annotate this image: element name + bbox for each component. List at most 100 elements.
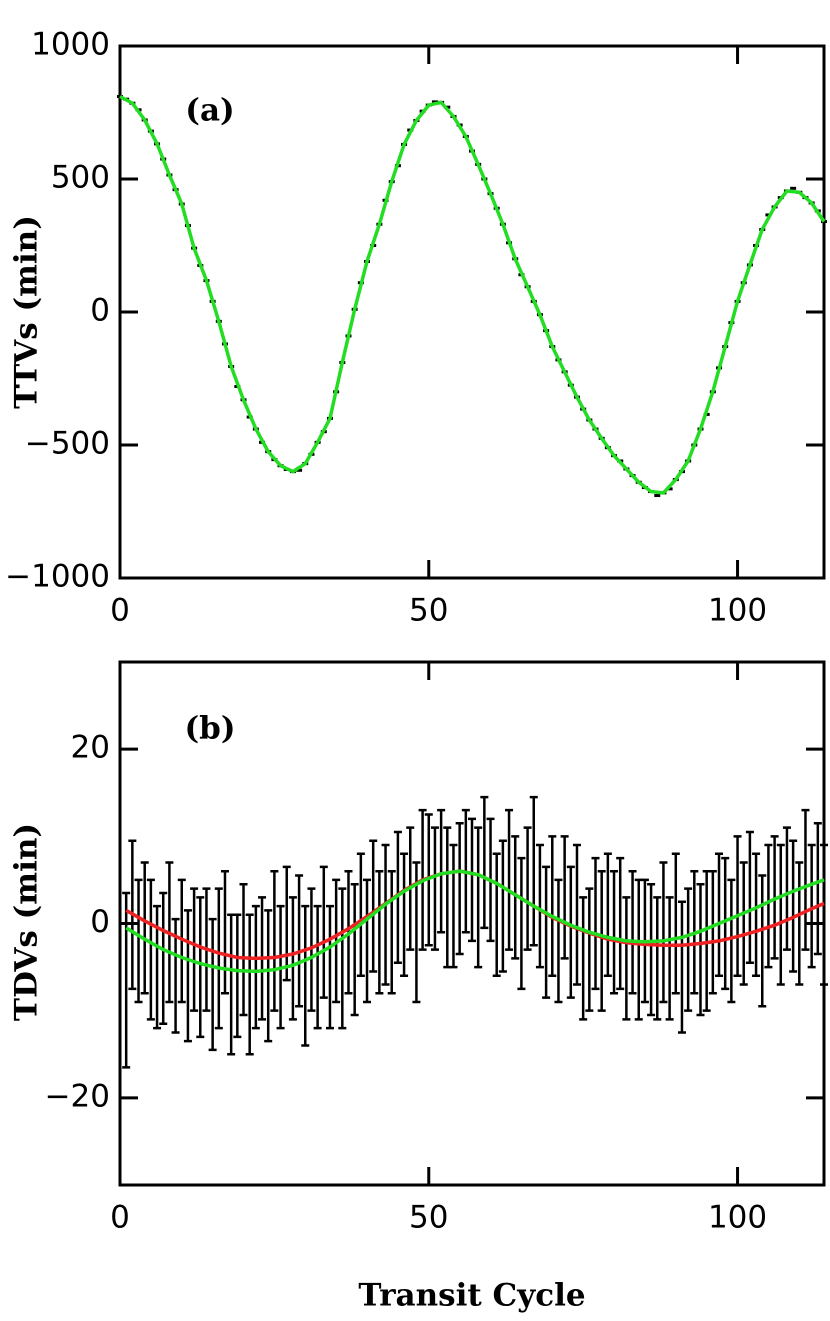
error-bar [554, 878, 563, 1004]
error-bar [449, 843, 458, 969]
error-bar [789, 839, 798, 973]
y-tick-label: −20 [45, 1078, 110, 1114]
error-bar [227, 913, 236, 1056]
error-bar [764, 843, 773, 969]
error-bar [313, 904, 322, 1030]
error-bar [820, 843, 828, 986]
error-bar [301, 904, 310, 1047]
error-bar [295, 874, 304, 1008]
error-bar [572, 843, 581, 986]
error-bar [190, 887, 199, 1012]
error-bar [498, 839, 507, 973]
error-bar [616, 856, 625, 991]
error-bar [270, 869, 279, 1012]
x-tick-label: 100 [708, 593, 767, 629]
error-bar [134, 878, 143, 1004]
error-bar [708, 869, 717, 995]
error-bar [381, 843, 390, 986]
x-tick-label: 50 [409, 593, 448, 629]
model-curve [119, 94, 826, 495]
error-bar [251, 904, 260, 1030]
error-bar [208, 917, 217, 1052]
y-tick-label: 20 [71, 730, 110, 766]
error-bar [183, 909, 192, 1043]
error-bar [239, 883, 248, 1017]
error-bar [801, 808, 810, 951]
error-bar [591, 856, 600, 991]
y-axis-label: TTVs (min) [9, 215, 45, 409]
error-bar [146, 878, 155, 1021]
error-bar [375, 869, 384, 995]
error-bar [579, 896, 588, 1021]
error-bar [634, 878, 643, 1021]
error-bar [387, 869, 396, 995]
x-tick-label: 0 [110, 1200, 130, 1236]
error-bar [122, 891, 131, 1069]
error-bar [159, 891, 168, 1025]
error-bar [739, 861, 748, 986]
error-bar [597, 869, 606, 1012]
error-bar [511, 835, 520, 960]
error-bar [807, 843, 816, 969]
error-bar [727, 878, 736, 1004]
error-bar [653, 896, 662, 1021]
error-bar [647, 883, 656, 1017]
error-bar [566, 865, 575, 999]
error-bar [430, 826, 439, 951]
error-bar [610, 869, 619, 995]
y-tick-label: 0 [90, 293, 110, 329]
panel-label: (a) [185, 93, 234, 129]
error-bar [529, 795, 538, 947]
error-bar [480, 795, 489, 930]
y-tick-label: −1000 [5, 559, 110, 595]
error-bar [665, 896, 674, 1021]
error-bar [745, 830, 754, 964]
model-curve [125, 869, 825, 974]
error-bar [492, 852, 501, 978]
error-bar [603, 852, 612, 978]
x-tick-label: 50 [409, 1200, 448, 1236]
error-bar [733, 835, 742, 978]
x-axis-label: Transit Cycle [358, 1278, 585, 1314]
error-bar [752, 852, 761, 978]
y-axis-label: TDVs (min) [9, 823, 45, 1021]
error-bar [585, 887, 594, 1012]
error-bar [782, 826, 791, 951]
error-bar [671, 852, 680, 995]
error-bar [813, 822, 822, 956]
y-tick-label: 0 [90, 904, 110, 940]
error-bar [233, 913, 242, 1039]
error-bar [776, 843, 785, 986]
y-tick-label: −500 [25, 426, 110, 462]
error-bar [214, 887, 223, 1030]
error-bar [696, 883, 705, 1017]
y-tick-label: 1000 [31, 27, 110, 63]
error-bar [474, 826, 483, 969]
error-bar [560, 835, 569, 960]
error-bar [517, 856, 526, 991]
error-bar [140, 861, 149, 995]
error-bar [443, 826, 452, 969]
error-bar [356, 852, 365, 978]
error-bar [350, 883, 359, 1017]
panel-label: (b) [184, 711, 235, 747]
error-bar [542, 865, 551, 999]
x-tick-label: 100 [708, 1200, 767, 1236]
error-bar [437, 808, 446, 934]
error-bar [535, 843, 544, 969]
error-bar [282, 865, 291, 982]
error-bar [245, 913, 254, 1056]
error-bar [196, 896, 205, 1039]
error-bar [758, 874, 767, 1008]
error-bar [505, 808, 514, 951]
error-bar [455, 822, 464, 956]
error-bar [220, 869, 229, 995]
error-bar [400, 852, 409, 978]
error-bar [523, 826, 532, 951]
error-bar [677, 900, 686, 1034]
error-bar [338, 887, 347, 1030]
error-bar [721, 856, 730, 991]
error-bar [325, 904, 334, 1030]
error-bar [684, 887, 693, 1012]
y-tick-label: 500 [51, 160, 110, 196]
